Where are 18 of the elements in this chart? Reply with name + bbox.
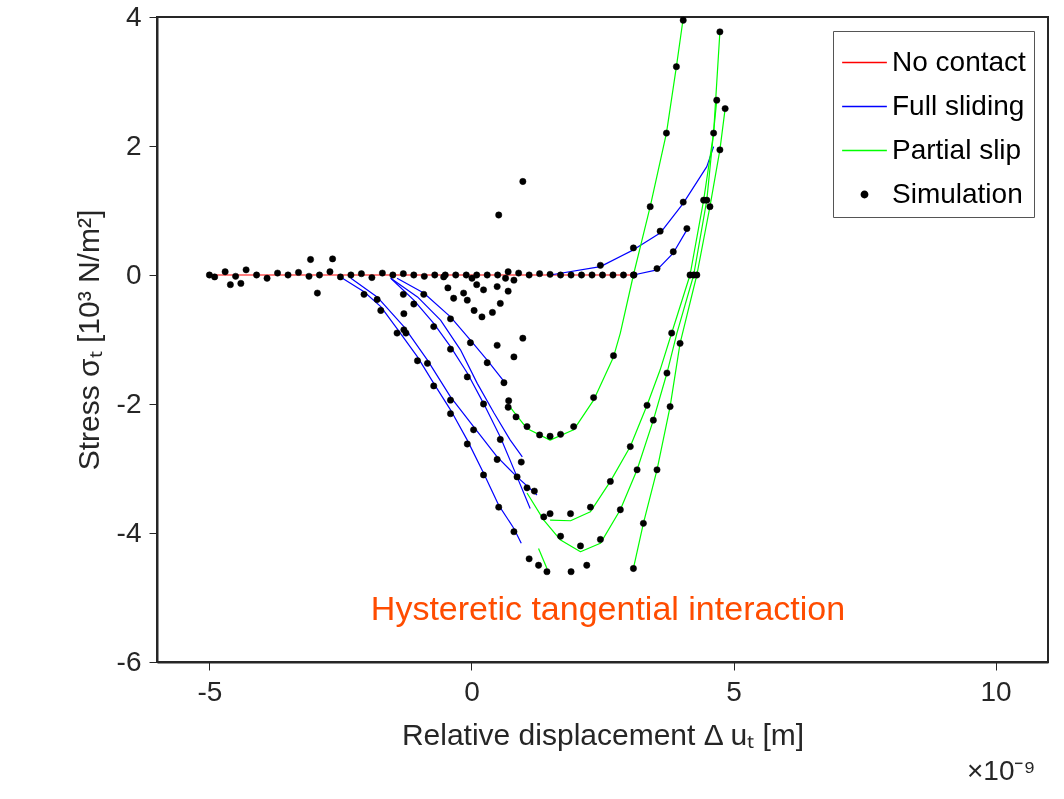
x-axis-title: Relative displacement Δ uₜ [m] [401, 717, 805, 751]
legend-label: Full sliding [892, 89, 1025, 121]
y-tick-label: -6 [116, 645, 142, 677]
text: ×10⁻⁹ [967, 755, 1036, 786]
x-tick-label: 10 [980, 675, 1012, 707]
y-tick-label: 2 [125, 129, 142, 161]
x-tick-label: -5 [197, 675, 223, 707]
y-tick-label: -4 [116, 516, 142, 548]
legend-label: No contact [892, 45, 1027, 77]
y-axis-title: Stress σₜ [10³ N/m²] [71, 209, 105, 471]
annotation: Hysteretic tangential interaction [370, 589, 846, 627]
x-tick-label: 0 [464, 675, 480, 707]
x-tick-label: 5 [726, 675, 742, 707]
y-tick-label: 0 [125, 258, 142, 290]
y-tick-label: 4 [125, 0, 142, 32]
legend-label: Simulation [892, 177, 1023, 209]
legend-label: Partial slip [892, 133, 1022, 165]
y-tick-label: -2 [116, 387, 142, 419]
